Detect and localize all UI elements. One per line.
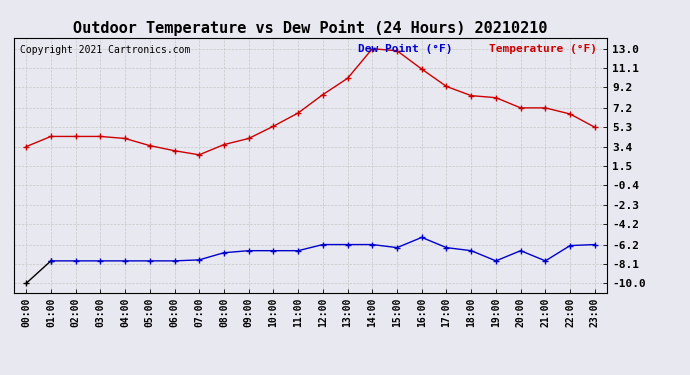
Text: Temperature (°F): Temperature (°F) [489,44,597,54]
Title: Outdoor Temperature vs Dew Point (24 Hours) 20210210: Outdoor Temperature vs Dew Point (24 Hou… [73,20,548,36]
Text: Dew Point (°F): Dew Point (°F) [358,44,453,54]
Text: Copyright 2021 Cartronics.com: Copyright 2021 Cartronics.com [20,45,190,55]
